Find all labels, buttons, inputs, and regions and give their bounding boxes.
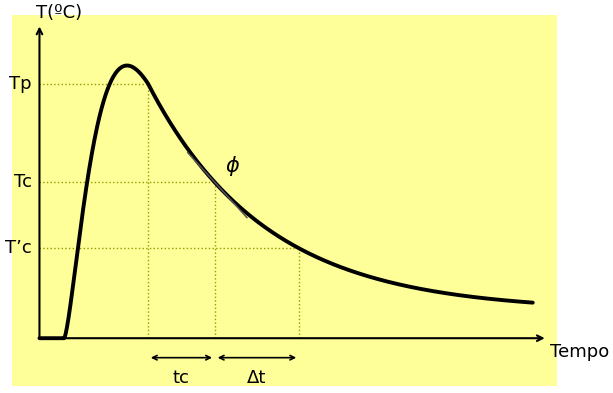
Text: Tempo: Tempo: [550, 343, 609, 361]
Text: Tp: Tp: [9, 75, 32, 93]
Text: ϕ: ϕ: [226, 156, 240, 176]
Text: T’c: T’c: [6, 239, 32, 257]
Text: Tc: Tc: [14, 173, 32, 191]
Text: tc: tc: [173, 369, 190, 387]
Text: Δt: Δt: [247, 369, 267, 387]
Text: T(ºC): T(ºC): [36, 4, 82, 22]
